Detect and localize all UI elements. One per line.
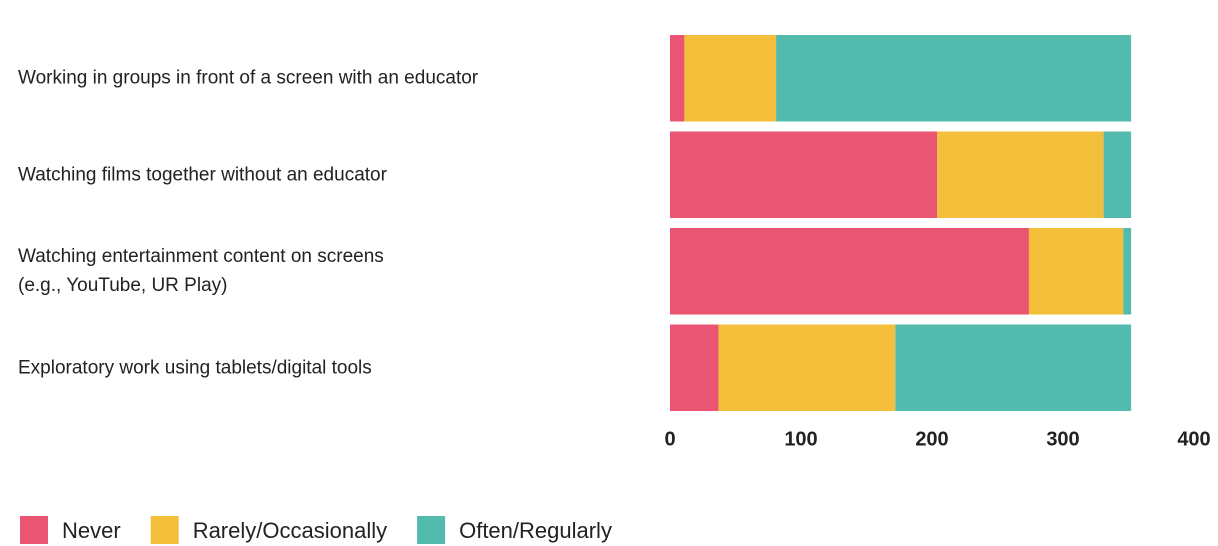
bar-segment	[895, 324, 1132, 411]
legend-swatch	[20, 516, 48, 544]
bar-segment	[670, 35, 685, 122]
category-label: Working in groups in front of a screen w…	[18, 67, 479, 89]
bar-segment	[670, 324, 719, 411]
x-tick-label: 300	[1046, 428, 1079, 450]
bar-segment	[670, 131, 938, 218]
legend-swatch	[150, 516, 179, 544]
bar-segment	[1028, 228, 1124, 315]
bar-segment	[670, 228, 1029, 315]
bar-segment	[718, 324, 896, 411]
category-label: Watching films together without an educa…	[18, 164, 387, 186]
bar-segment	[1123, 228, 1132, 315]
x-tick-label: 100	[784, 428, 817, 450]
category-label: Watching entertainment content on screen…	[18, 246, 384, 297]
legend-label: Rarely/Occasionally	[193, 518, 387, 543]
legend-label: Never	[62, 518, 121, 543]
bar-segment	[776, 35, 1132, 122]
legend-swatch	[417, 516, 446, 544]
bar-segment	[684, 35, 777, 122]
x-tick-label: 400	[1177, 428, 1210, 450]
bar-segment	[1103, 131, 1132, 218]
category-label: Exploratory work using tablets/digital t…	[18, 357, 372, 379]
legend-label: Often/Regularly	[459, 518, 612, 543]
x-tick-label: 200	[915, 428, 948, 450]
bar-segment	[937, 131, 1104, 218]
x-tick-label: 0	[664, 428, 675, 450]
